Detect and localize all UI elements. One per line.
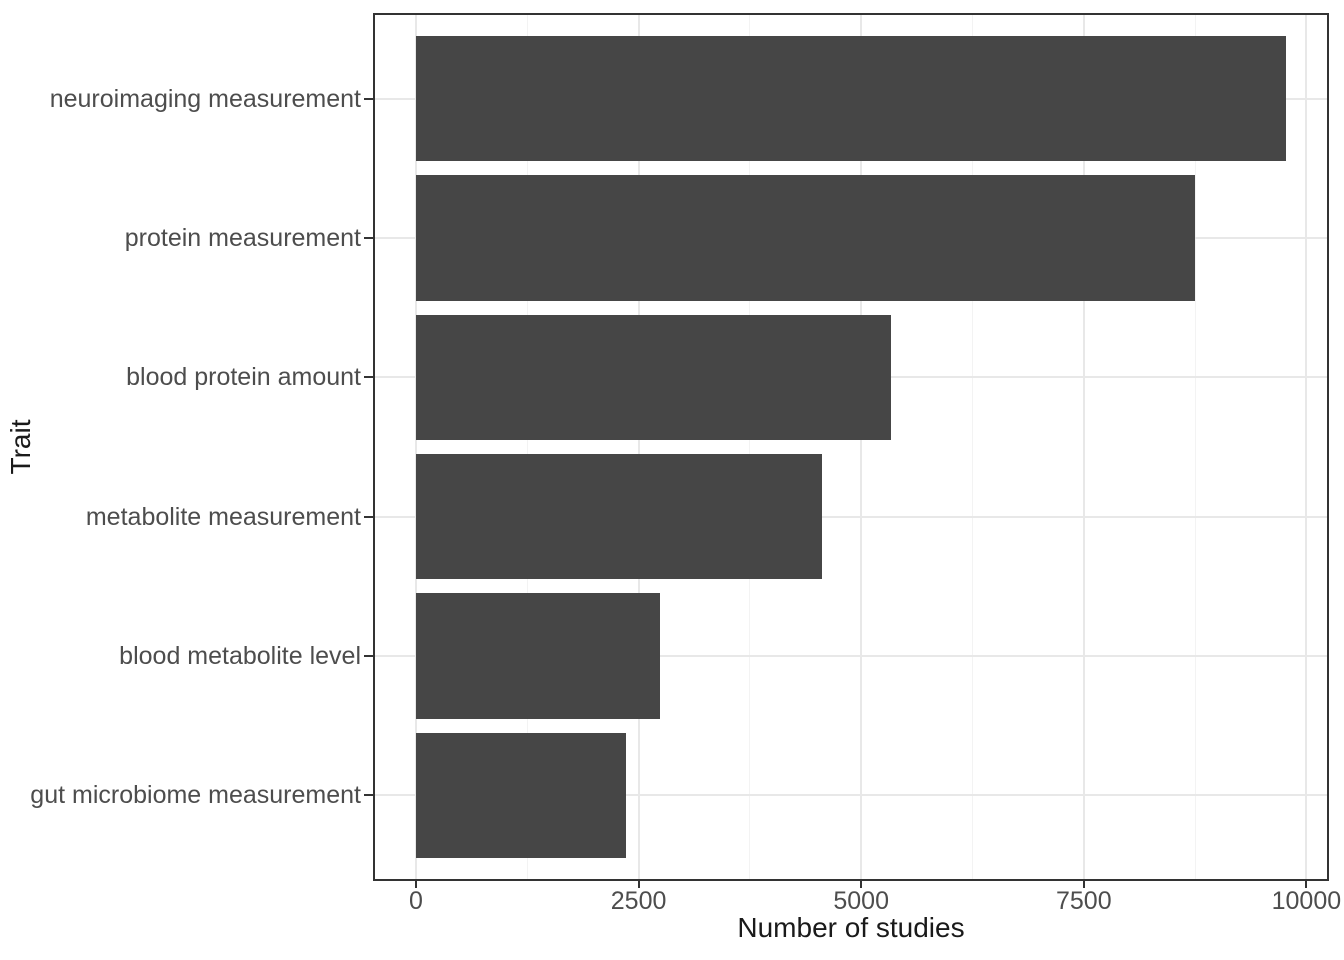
minor-gridline — [972, 15, 973, 879]
y-tick-label: gut microbiome measurement — [30, 781, 361, 810]
x-tick-label: 7500 — [1055, 887, 1112, 915]
bar — [416, 35, 1286, 162]
y-tick-label: metabolite measurement — [85, 502, 361, 531]
y-tick-mark — [364, 236, 373, 239]
y-axis-title: Trait — [5, 419, 36, 475]
x-tick-mark — [860, 881, 863, 888]
x-tick-mark — [1305, 881, 1308, 888]
y-tick-label: blood metabolite level — [119, 642, 361, 671]
major-gridline — [375, 794, 1327, 797]
x-axis-title: Number of studies — [737, 912, 965, 943]
bar — [416, 314, 892, 441]
x-tick-label: 5000 — [833, 887, 889, 915]
x-tick-label: 10000 — [1271, 887, 1342, 915]
major-gridline — [415, 15, 417, 879]
minor-gridline — [749, 15, 751, 879]
y-tick-mark — [364, 515, 373, 518]
x-tick-label: 2500 — [610, 887, 667, 915]
bar — [416, 175, 1196, 301]
y-tick-mark — [364, 794, 373, 797]
y-tick-mark — [364, 655, 373, 658]
y-tick-label: protein measurement — [124, 223, 361, 252]
major-gridline — [637, 15, 640, 879]
bar — [416, 732, 627, 859]
major-gridline — [375, 515, 1327, 518]
x-tick-label: 0 — [409, 887, 423, 915]
bar — [416, 593, 661, 719]
major-gridline — [860, 15, 863, 879]
bar — [416, 453, 823, 580]
x-tick-mark — [1082, 881, 1085, 888]
y-tick-mark — [364, 376, 373, 379]
y-tick-label: neuroimaging measurement — [49, 84, 361, 113]
major-gridline — [1305, 15, 1308, 879]
major-gridline — [1082, 15, 1085, 879]
y-tick-mark — [364, 97, 373, 100]
minor-gridline — [1194, 15, 1196, 879]
y-tick-label: blood protein amount — [126, 363, 361, 392]
plot-panel — [373, 13, 1329, 881]
x-tick-mark — [415, 881, 417, 888]
major-gridline — [375, 655, 1327, 658]
plot-area — [375, 15, 1327, 879]
minor-gridline — [526, 15, 528, 879]
x-tick-mark — [637, 881, 640, 888]
